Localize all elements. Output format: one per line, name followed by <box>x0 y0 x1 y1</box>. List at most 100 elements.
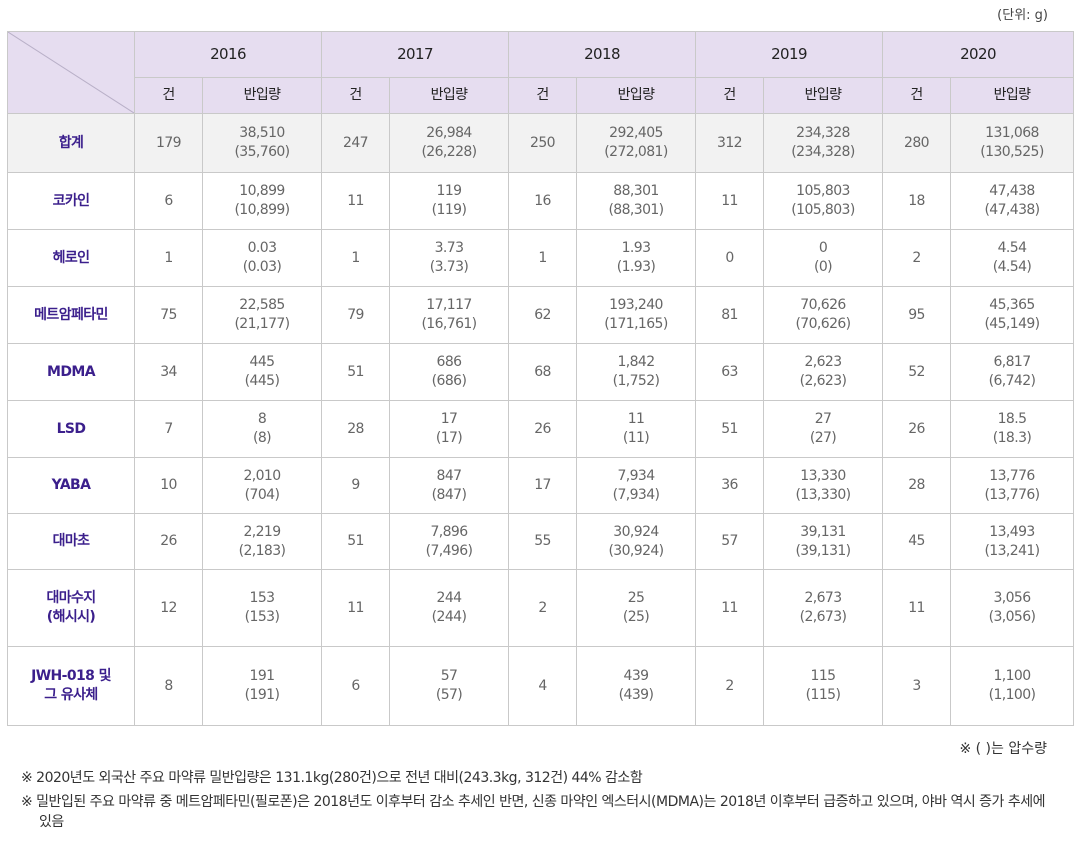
table-row: MDMA 34 445 (445) 51 686 (686) 68 1,842 (1,752) 63… <box>7 343 1074 401</box>
amount-cell: 2,623 (2,623) <box>763 343 883 401</box>
import-amount: 70,626 <box>800 297 846 313</box>
import-amount: 3.73 <box>434 240 464 256</box>
count-cell: 6 <box>134 172 203 230</box>
drug-smuggling-table: 2016 2017 2018 2019 2020 건 반입량 건 반입량 건 반… <box>7 31 1074 726</box>
count-cell: 17 <box>508 457 577 514</box>
drug-name: YABA <box>51 477 91 493</box>
import-amount: 686 <box>436 354 463 370</box>
import-amount: 292,405 <box>609 125 663 141</box>
count-cell: 2 <box>695 646 764 726</box>
drug-name-cell: 코카인 <box>7 172 135 230</box>
import-amount: 8 <box>257 411 267 427</box>
import-amount: 3,056 <box>993 590 1031 606</box>
amount-cell: 0 (0) <box>763 229 883 287</box>
count-header: 건 <box>508 77 577 114</box>
footnote: ※ 밀반입된 주요 마약류 중 메트암페타민(필로폰)은 2018년도 이후부터… <box>21 794 1046 830</box>
seized-amount: (130,525) <box>980 144 1044 160</box>
seized-amount: (115) <box>805 687 841 703</box>
year-header: 2016 <box>134 31 322 78</box>
count-cell: 51 <box>695 400 764 458</box>
amount-header: 반입량 <box>950 77 1074 114</box>
seized-amount: (35,760) <box>234 144 290 160</box>
import-amount: 105,803 <box>796 183 850 199</box>
seized-amount: (13,330) <box>795 486 851 503</box>
import-amount: 153 <box>249 590 276 606</box>
amount-cell: 847 (847) <box>389 457 509 514</box>
count-cell: 250 <box>508 113 577 173</box>
count-cell: 28 <box>882 457 951 514</box>
count-cell: 7 <box>134 400 203 458</box>
import-amount: 234,328 <box>796 125 850 141</box>
table-row: 대마초 26 2,219 (2,183) 51 7,896 (7,496) 55 30,924 (… <box>7 513 1074 570</box>
drug-name: 대마수지 <box>46 590 96 606</box>
amount-cell: 193,240 (171,165) <box>576 286 696 344</box>
amount-cell: 191 (191) <box>202 646 322 726</box>
amount-header: 반입량 <box>576 77 696 114</box>
seized-amount: (8) <box>252 430 272 446</box>
count-cell: 2 <box>508 569 577 647</box>
drug-name: MDMA <box>47 363 96 380</box>
amount-cell: 1.93 (1.93) <box>576 229 696 287</box>
amount-cell: 3.73 (3.73) <box>389 229 509 287</box>
import-amount: 0.03 <box>247 240 277 256</box>
import-amount: 115 <box>810 668 837 684</box>
count-cell: 3 <box>882 646 951 726</box>
seized-amount: (57) <box>435 687 463 703</box>
import-amount: 1,100 <box>993 668 1031 684</box>
import-amount: 38,510 <box>239 125 285 141</box>
count-cell: 26 <box>508 400 577 458</box>
import-amount: 11 <box>627 411 645 427</box>
amount-cell: 153 (153) <box>202 569 322 647</box>
amount-cell: 234,328 (234,328) <box>763 113 883 173</box>
count-cell: 11 <box>321 569 390 647</box>
drug-name: 대마초 <box>52 533 90 549</box>
amount-cell: 119 (119) <box>389 172 509 230</box>
amount-cell: 30,924 (30,924) <box>576 513 696 570</box>
count-cell: 18 <box>882 172 951 230</box>
seized-amount: (704) <box>244 486 280 503</box>
seized-amount: (2,673) <box>799 609 847 625</box>
count-cell: 4 <box>508 646 577 726</box>
drug-name-cell: YABA <box>7 457 135 514</box>
amount-cell: 7,934 (7,934) <box>576 457 696 514</box>
import-amount: 47,438 <box>989 183 1035 199</box>
seized-amount: (17) <box>435 430 463 446</box>
sub-header-row: 건 반입량 건 반입량 건 반입량 건 반입량 건 반입량 <box>8 77 1074 114</box>
seized-amount: (21,177) <box>234 316 290 332</box>
import-amount: 847 <box>436 467 463 484</box>
count-header: 건 <box>882 77 951 114</box>
count-cell: 51 <box>321 343 390 401</box>
amount-cell: 39,131 (39,131) <box>763 513 883 570</box>
count-cell: 26 <box>134 513 203 570</box>
import-amount: 244 <box>436 590 463 606</box>
import-amount: 10,899 <box>239 183 285 199</box>
import-amount: 57 <box>440 668 458 684</box>
amount-cell: 4.54 (4.54) <box>950 229 1074 287</box>
amount-cell: 17 (17) <box>389 400 509 458</box>
seized-amount: (0) <box>813 259 833 275</box>
count-header: 건 <box>695 77 764 114</box>
count-cell: 57 <box>695 513 764 570</box>
seized-amount: (3,056) <box>988 609 1036 625</box>
count-cell: 1 <box>321 229 390 287</box>
count-cell: 45 <box>882 513 951 570</box>
table-row: YABA 10 2,010 (704) 9 847 (847) 17 7,934 (7,934) 3… <box>7 457 1074 514</box>
count-cell: 1 <box>134 229 203 287</box>
seized-amount: (88,301) <box>608 202 664 218</box>
seized-amount: (847) <box>431 486 467 503</box>
drug-name-cell: MDMA <box>7 343 135 401</box>
amount-cell: 25 (25) <box>576 569 696 647</box>
seized-amount: (7,934) <box>612 486 660 503</box>
import-amount: 2,010 <box>243 467 281 484</box>
amount-cell: 57 (57) <box>389 646 509 726</box>
count-cell: 1 <box>508 229 577 287</box>
seized-amount: (13,776) <box>984 486 1040 503</box>
amount-cell: 27 (27) <box>763 400 883 458</box>
count-cell: 68 <box>508 343 577 401</box>
year-header-row: 2016 2017 2018 2019 2020 <box>7 31 1074 114</box>
amount-cell: 47,438 (47,438) <box>950 172 1074 230</box>
seized-amount: (234,328) <box>791 144 855 160</box>
count-cell: 79 <box>321 286 390 344</box>
